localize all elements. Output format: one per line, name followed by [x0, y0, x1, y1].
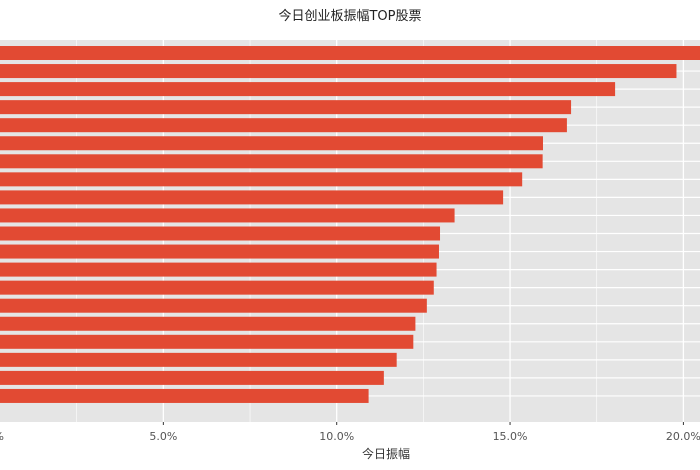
bar	[0, 334, 414, 349]
bar	[0, 262, 437, 277]
x-tick-label: 20.0%	[666, 430, 700, 443]
bar	[0, 136, 543, 151]
bar	[0, 82, 616, 97]
x-axis-ticks: 0.0% 5.0% 10.0% 15.0% 20.0%	[0, 422, 700, 443]
bar	[0, 226, 441, 241]
bar	[0, 64, 677, 79]
bar	[0, 100, 572, 115]
bar	[0, 298, 427, 313]
x-tick-label: 15.0%	[493, 430, 528, 443]
bar	[0, 118, 567, 133]
bar	[0, 190, 504, 205]
bar	[0, 208, 455, 223]
bar	[0, 352, 397, 367]
bar	[0, 154, 543, 169]
x-tick-label: 0.0%	[0, 430, 4, 443]
bar	[0, 46, 700, 60]
x-axis-label: 今日振幅	[362, 446, 410, 461]
x-tick-label: 10.0%	[319, 430, 354, 443]
bars	[0, 46, 700, 403]
bar	[0, 244, 439, 259]
bar	[0, 172, 523, 187]
bar	[0, 370, 384, 385]
bar	[0, 280, 434, 295]
chart-title: 今日创业板振幅TOP股票	[278, 8, 421, 24]
x-tick-label: 5.0%	[149, 430, 177, 443]
bar	[0, 388, 369, 403]
bar	[0, 316, 416, 331]
